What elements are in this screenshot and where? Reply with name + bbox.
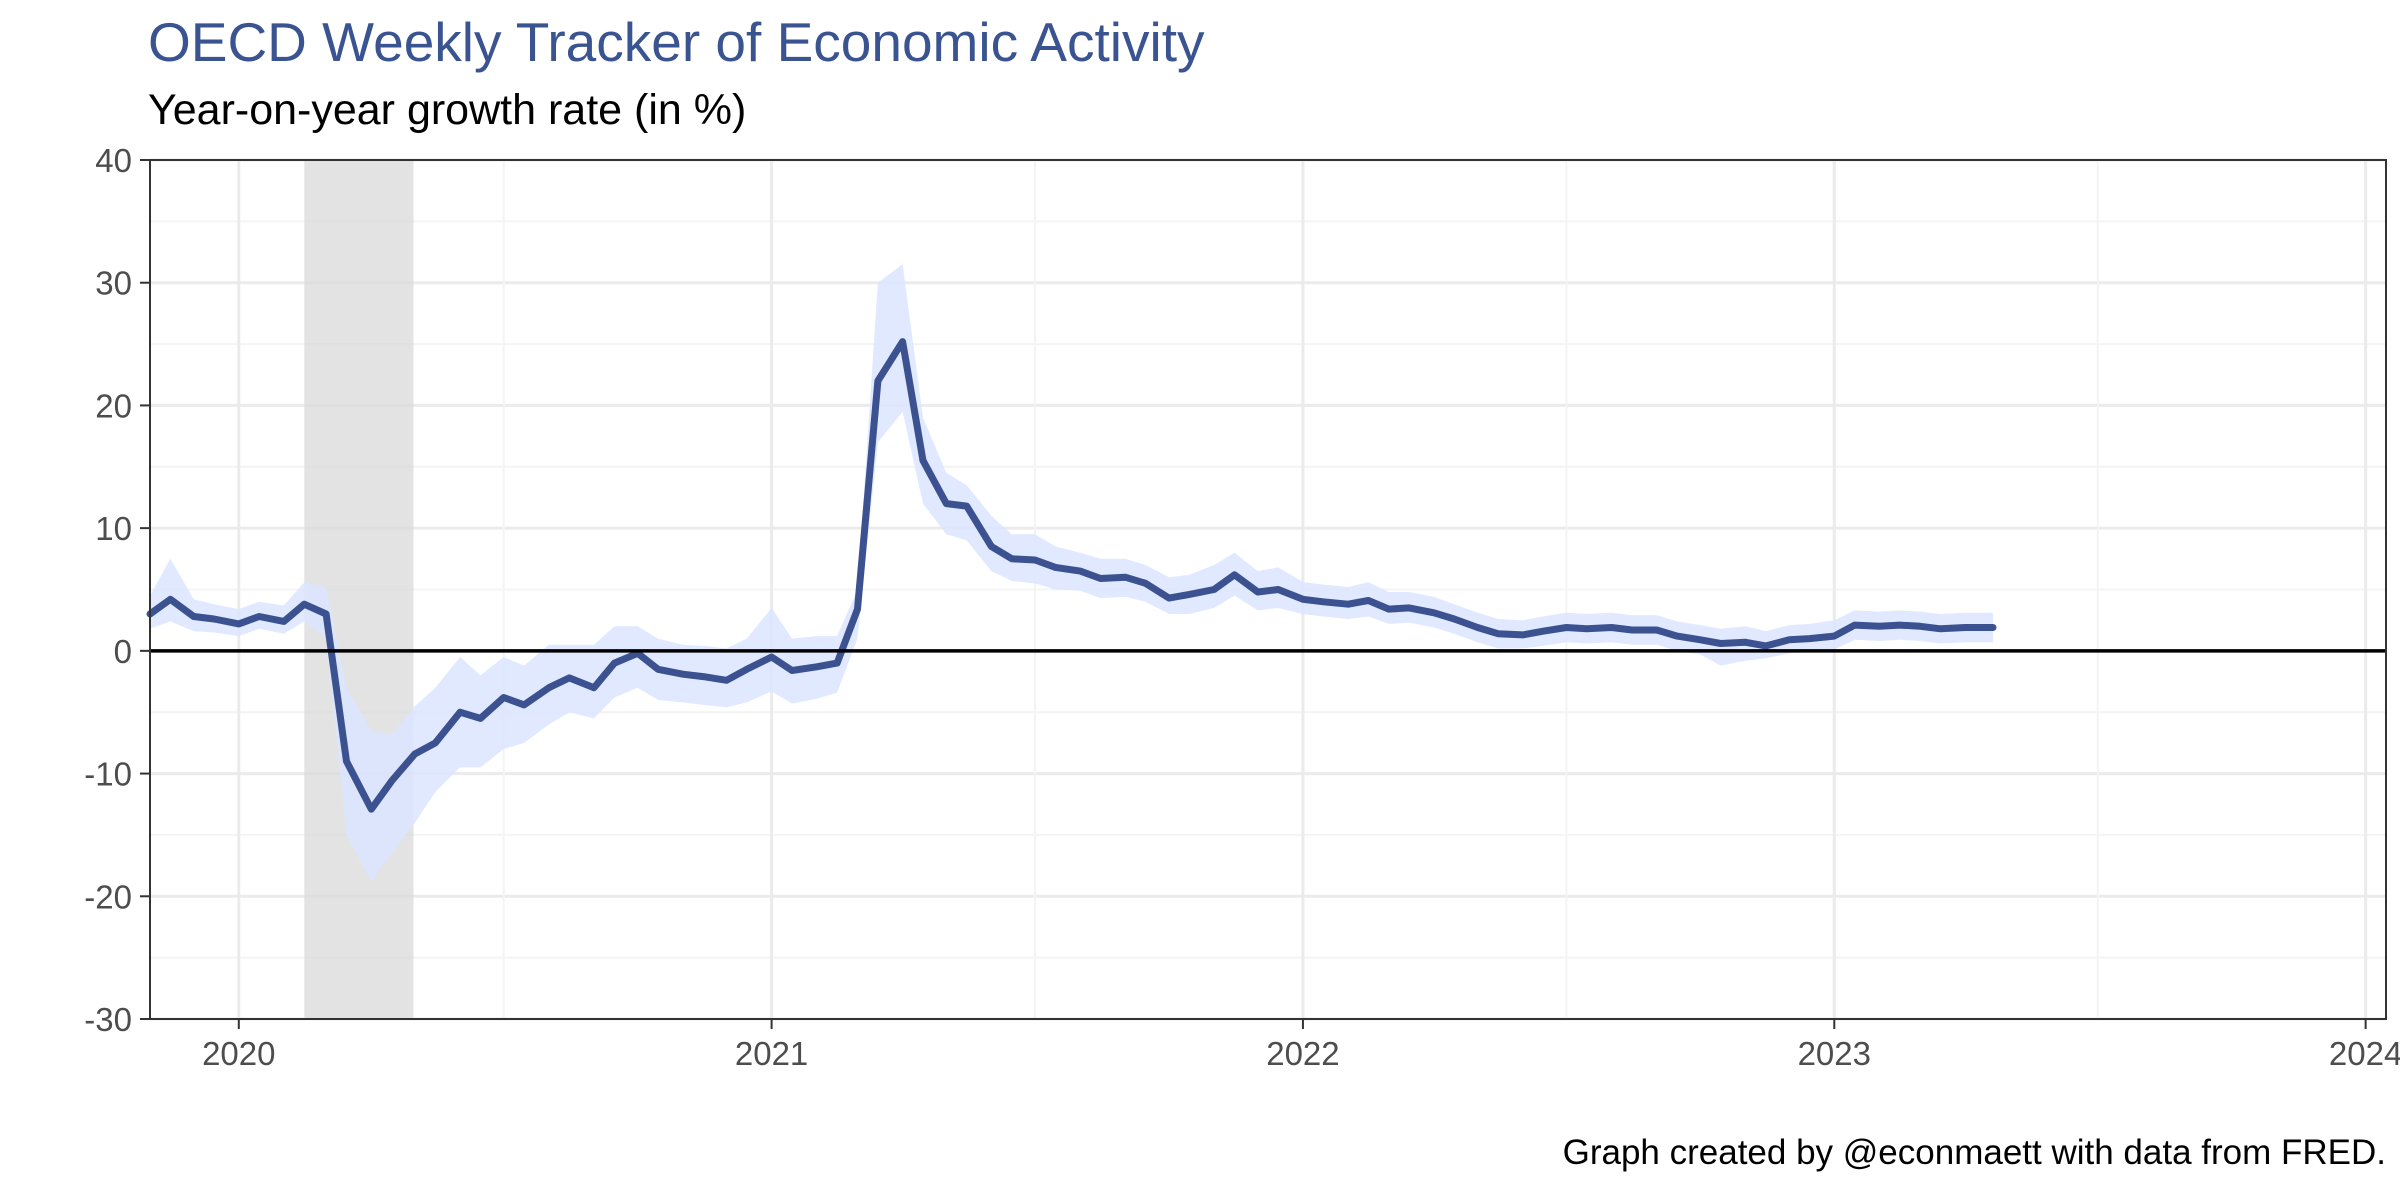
- x-tick-label: 2022: [1266, 1035, 1339, 1072]
- x-tick-label: 2021: [735, 1035, 808, 1072]
- y-tick-label: 0: [114, 633, 132, 670]
- y-tick-label: -10: [84, 756, 132, 793]
- chart-title: OECD Weekly Tracker of Economic Activity: [148, 11, 1205, 73]
- series-line-0: [146, 338, 1997, 813]
- x-tick-label: 2020: [202, 1035, 275, 1072]
- chart-subtitle: Year-on-year growth rate (in %): [148, 86, 747, 134]
- tick-labels: -30 -20 -10 0 10 20 30 40 2020 2021 2022 2023 2024: [84, 142, 2400, 1072]
- axes: [140, 159, 2387, 1029]
- x-tick-label: 2023: [1798, 1035, 1871, 1072]
- x-tick-label: 2024: [2329, 1035, 2400, 1072]
- panel-border: [149, 159, 2387, 1020]
- series-line-layer: [146, 338, 1997, 813]
- y-tick-label: 40: [95, 142, 132, 179]
- chart-caption: Graph created by @econmaett with data fr…: [1562, 1133, 2386, 1172]
- y-tick-label: -20: [84, 878, 132, 915]
- y-tick-label: 10: [95, 510, 132, 547]
- y-tick-label: 20: [95, 387, 132, 424]
- y-tick-label: 30: [95, 265, 132, 302]
- y-tick-label: -30: [84, 1001, 132, 1038]
